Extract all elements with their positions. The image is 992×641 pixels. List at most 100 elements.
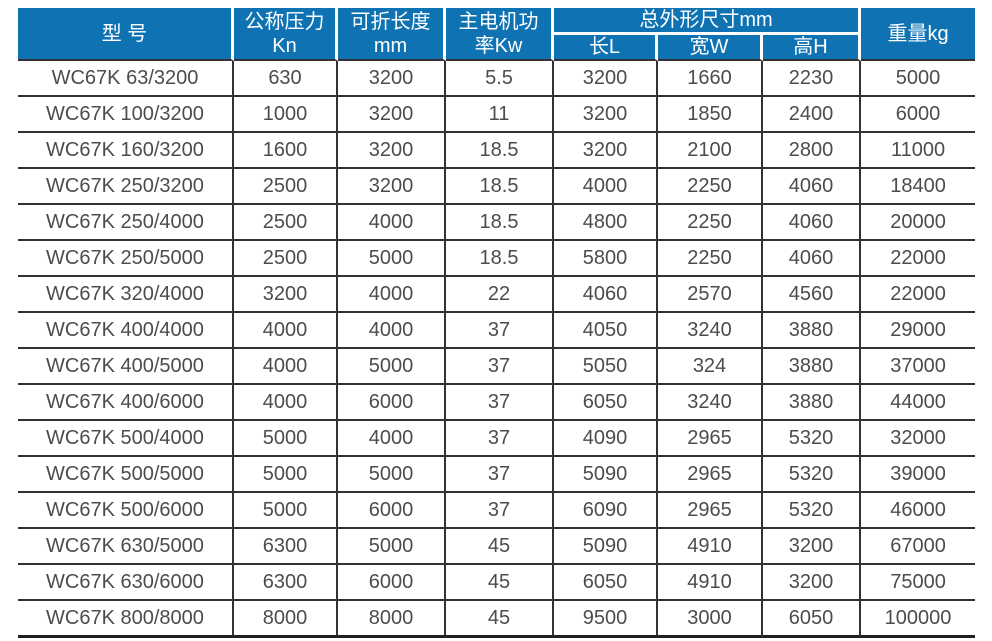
cell-dim-width: 2570 [658,277,763,313]
cell-pressure: 2500 [234,241,338,277]
cell-pressure: 630 [234,61,338,97]
header-nominal-pressure: 公称压力 Kn [234,8,338,61]
cell-dim-height: 2400 [763,97,862,133]
cell-weight: 44000 [861,385,976,421]
cell-dim-width: 2965 [658,493,763,529]
cell-fold-length: 3200 [338,97,446,133]
cell-pressure: 2500 [234,169,338,205]
cell-dim-length: 4060 [554,277,658,313]
header-dim-width: 宽W [658,35,763,61]
cell-model: WC67K 63/3200 [18,61,234,97]
cell-fold-length: 5000 [338,241,446,277]
table-row: WC67K 400/5000 4000 5000 37 5050 324 3880 37000 [18,349,976,385]
cell-motor-power: 5.5 [446,61,554,97]
table-row: WC67K 100/3200 1000 3200 11 3200 1850 2400 6000 [18,97,976,133]
cell-dim-height: 3880 [763,385,862,421]
cell-motor-power: 37 [446,421,554,457]
table-row: WC67K 160/3200 1600 3200 18.5 3200 2100 2800 11… [18,133,976,169]
cell-pressure: 6300 [234,565,338,601]
cell-pressure: 3200 [234,277,338,313]
cell-weight: 18400 [861,169,976,205]
cell-weight: 39000 [861,457,976,493]
cell-dim-height: 3880 [763,349,862,385]
cell-motor-power: 18.5 [446,205,554,241]
cell-dim-height: 4060 [763,241,862,277]
cell-fold-length: 3200 [338,133,446,169]
cell-fold-length: 5000 [338,529,446,565]
table-row: WC67K 250/5000 2500 5000 18.5 5800 2250 4060 22… [18,241,976,277]
cell-motor-power: 11 [446,97,554,133]
header-nominal-pressure-line2: Kn [272,34,297,57]
cell-weight: 6000 [861,97,976,133]
table-row: WC67K 320/4000 3200 4000 22 4060 2570 4560 2200… [18,277,976,313]
table-row: WC67K 250/4000 2500 4000 18.5 4800 2250 4060 20… [18,205,976,241]
cell-model: WC67K 160/3200 [18,133,234,169]
cell-dim-width: 2250 [658,241,763,277]
cell-weight: 11000 [861,133,976,169]
cell-dim-length: 9500 [554,601,658,638]
header-dim-length: 长L [554,35,658,61]
cell-motor-power: 37 [446,457,554,493]
cell-weight: 100000 [861,601,976,638]
cell-fold-length: 3200 [338,61,446,97]
cell-dim-height: 3200 [763,565,862,601]
cell-weight: 37000 [861,349,976,385]
cell-motor-power: 45 [446,529,554,565]
cell-weight: 67000 [861,529,976,565]
cell-dim-length: 4800 [554,205,658,241]
cell-model: WC67K 100/3200 [18,97,234,133]
cell-dim-length: 3200 [554,133,658,169]
table-row: WC67K 500/6000 5000 6000 37 6090 2965 5320 4600… [18,493,976,529]
cell-dim-width: 1850 [658,97,763,133]
header-nominal-pressure-line1: 公称压力 [244,10,325,33]
cell-dim-length: 3200 [554,97,658,133]
cell-fold-length: 6000 [338,565,446,601]
cell-pressure: 5000 [234,457,338,493]
cell-model: WC67K 400/4000 [18,313,234,349]
cell-dim-length: 4090 [554,421,658,457]
cell-pressure: 2500 [234,205,338,241]
cell-model: WC67K 400/6000 [18,385,234,421]
cell-dim-height: 3880 [763,313,862,349]
cell-dim-length: 3200 [554,61,658,97]
cell-motor-power: 18.5 [446,241,554,277]
cell-fold-length: 4000 [338,205,446,241]
cell-model: WC67K 250/4000 [18,205,234,241]
cell-fold-length: 4000 [338,277,446,313]
spec-table: 型 号 公称压力 Kn 可折长度 mm 主电机功 率Kw 总外形尺寸mm [18,8,976,638]
cell-dim-length: 5090 [554,529,658,565]
header-fold-length-line2: mm [373,34,408,57]
table-row: WC67K 63/3200 630 3200 5.5 3200 1660 2230 5000 [18,61,976,97]
cell-pressure: 6300 [234,529,338,565]
cell-fold-length: 4000 [338,313,446,349]
header-overall-dims-label: 总外形尺寸mm [639,9,773,31]
cell-dim-length: 5050 [554,349,658,385]
header-model: 型 号 [18,8,234,61]
table-row: WC67K 400/4000 4000 4000 37 4050 3240 3880 2900… [18,313,976,349]
cell-weight: 29000 [861,313,976,349]
cell-model: WC67K 250/5000 [18,241,234,277]
cell-motor-power: 37 [446,493,554,529]
cell-dim-width: 2965 [658,421,763,457]
header-dim-height: 高H [763,35,862,61]
spec-table-container: 型 号 公称压力 Kn 可折长度 mm 主电机功 率Kw 总外形尺寸mm [18,8,976,638]
table-row: WC67K 630/6000 6300 6000 45 6050 4910 3200 7500… [18,565,976,601]
cell-dim-height: 5320 [763,457,862,493]
cell-dim-width: 2965 [658,457,763,493]
header-motor-power-line1: 主电机功 [458,10,539,33]
cell-motor-power: 22 [446,277,554,313]
cell-dim-length: 4050 [554,313,658,349]
cell-dim-width: 3000 [658,601,763,638]
cell-dim-width: 4910 [658,529,763,565]
cell-motor-power: 18.5 [446,169,554,205]
table-row: WC67K 250/3200 2500 3200 18.5 4000 2250 4060 18… [18,169,976,205]
cell-dim-length: 4000 [554,169,658,205]
cell-motor-power: 37 [446,313,554,349]
cell-pressure: 1000 [234,97,338,133]
cell-dim-width: 324 [658,349,763,385]
cell-fold-length: 8000 [338,601,446,638]
cell-fold-length: 4000 [338,421,446,457]
cell-dim-height: 4060 [763,169,862,205]
cell-pressure: 8000 [234,601,338,638]
cell-model: WC67K 630/5000 [18,529,234,565]
